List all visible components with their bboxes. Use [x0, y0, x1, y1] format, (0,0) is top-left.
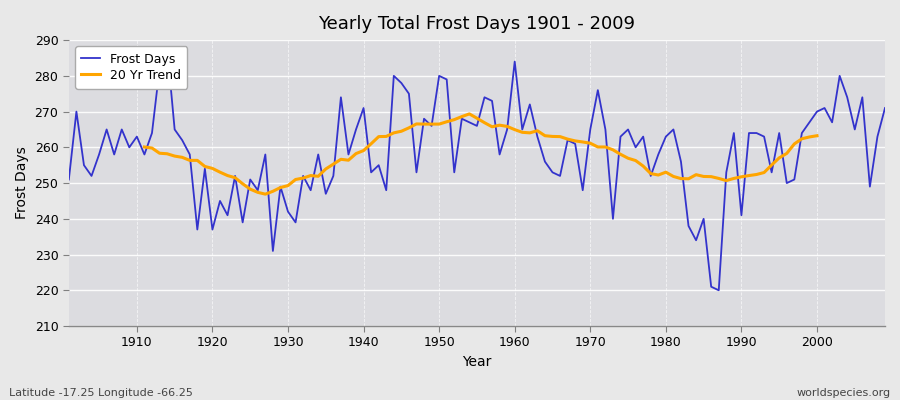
Frost Days: [517, 127, 527, 132]
Line: Frost Days: Frost Days: [68, 47, 885, 290]
20 Yr Trend: [812, 133, 823, 138]
Frost Days: [162, 45, 173, 50]
Frost Days: [124, 145, 135, 150]
Frost Days: [63, 177, 74, 182]
Y-axis label: Frost Days: Frost Days: [15, 147, 29, 220]
20 Yr Trend: [260, 192, 271, 196]
20 Yr Trend: [139, 144, 149, 149]
Text: worldspecies.org: worldspecies.org: [796, 388, 891, 398]
Line: 20 Yr Trend: 20 Yr Trend: [144, 114, 817, 194]
20 Yr Trend: [728, 176, 739, 181]
20 Yr Trend: [623, 156, 634, 161]
20 Yr Trend: [796, 136, 807, 141]
X-axis label: Year: Year: [463, 355, 491, 369]
Legend: Frost Days, 20 Yr Trend: Frost Days, 20 Yr Trend: [75, 46, 187, 89]
20 Yr Trend: [351, 151, 362, 156]
Frost Days: [879, 106, 890, 110]
Frost Days: [509, 59, 520, 64]
Frost Days: [714, 288, 724, 293]
Frost Days: [608, 216, 618, 221]
Frost Days: [343, 152, 354, 157]
Title: Yearly Total Frost Days 1901 - 2009: Yearly Total Frost Days 1901 - 2009: [319, 15, 635, 33]
Frost Days: [298, 174, 309, 178]
20 Yr Trend: [464, 112, 475, 116]
Text: Latitude -17.25 Longitude -66.25: Latitude -17.25 Longitude -66.25: [9, 388, 193, 398]
20 Yr Trend: [714, 176, 724, 181]
20 Yr Trend: [230, 175, 240, 180]
